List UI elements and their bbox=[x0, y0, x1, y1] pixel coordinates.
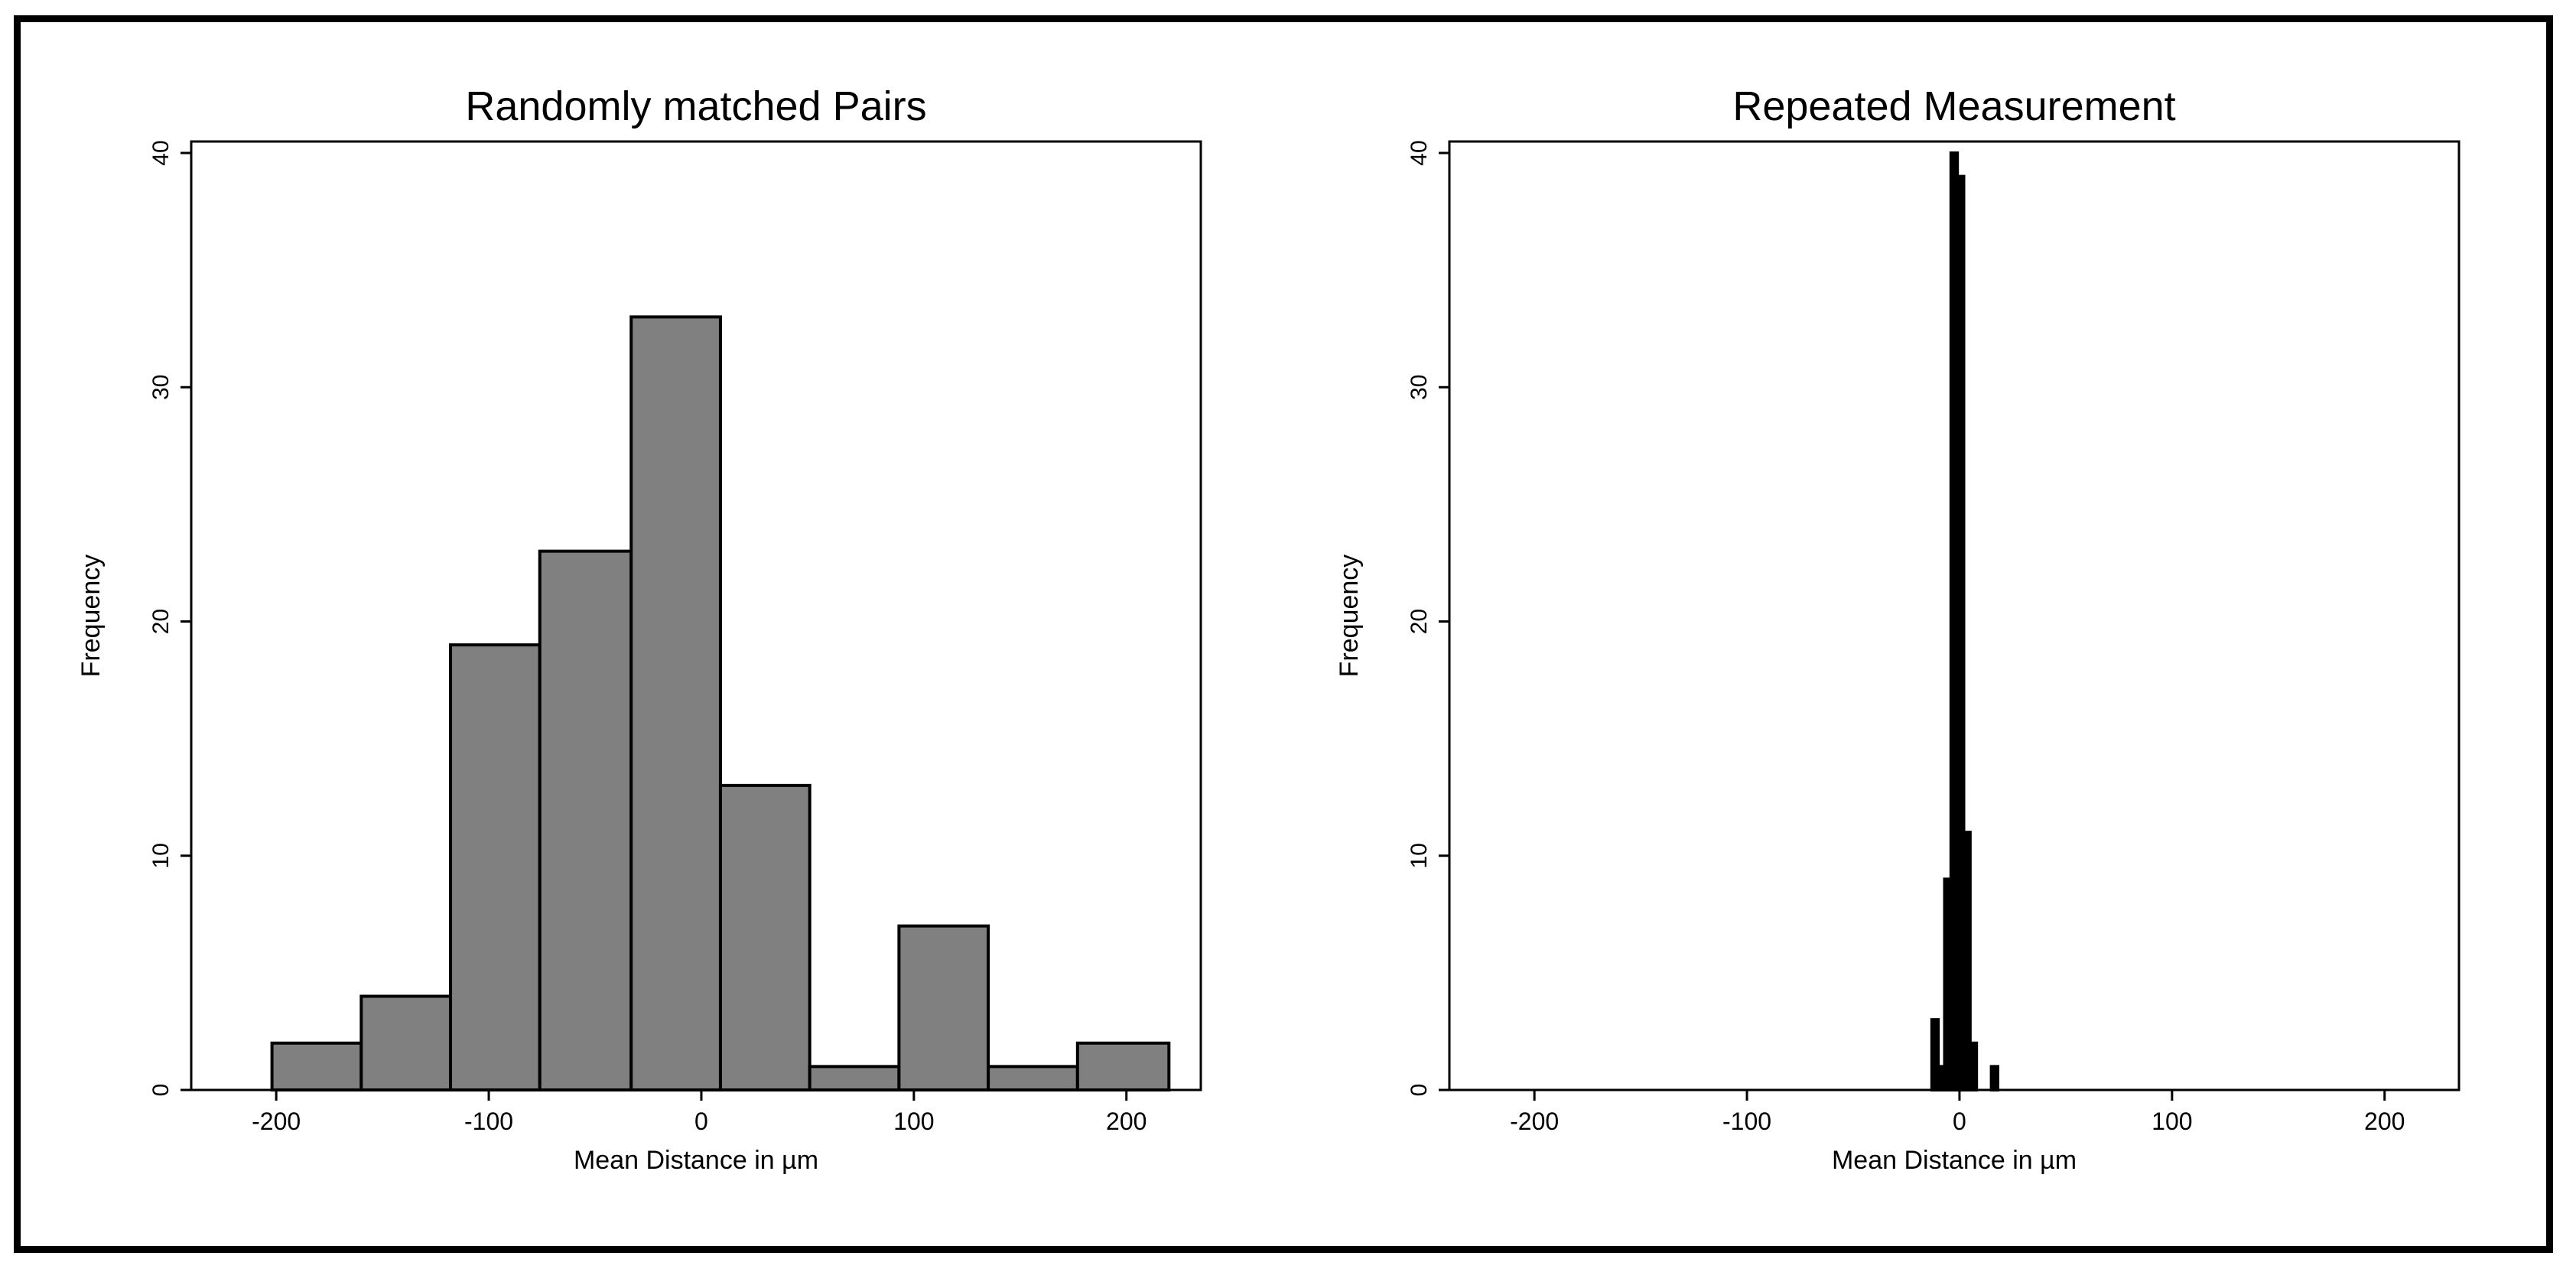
chart-1-y-tick-label: 20 bbox=[148, 609, 174, 634]
chart-1-x-tick-label: 100 bbox=[893, 1108, 934, 1135]
chart-2-bar bbox=[1968, 1041, 1979, 1091]
chart-1-bar bbox=[1075, 1041, 1171, 1091]
chart-2-x-axis-label: Mean Distance in µm bbox=[1832, 1146, 2077, 1175]
chart-2-x-tick-label: 200 bbox=[2364, 1108, 2405, 1135]
chart-1-title: Randomly matched Pairs bbox=[465, 83, 926, 129]
chart-1-bar bbox=[718, 783, 812, 1091]
chart-2-bar bbox=[1989, 1065, 1999, 1091]
chart-1-x-tick-label: 0 bbox=[694, 1108, 708, 1135]
chart-2-y-tick-label: 10 bbox=[1407, 843, 1432, 868]
chart-1-bar bbox=[538, 549, 633, 1091]
chart-1-x-axis-label: Mean Distance in µm bbox=[574, 1146, 818, 1175]
chart-2-bar bbox=[1930, 1018, 1940, 1091]
chart-1-x-tick-label: -200 bbox=[252, 1108, 301, 1135]
chart-1-bar bbox=[629, 315, 722, 1091]
chart-1-bar bbox=[270, 1041, 363, 1091]
chart-2-bar bbox=[1962, 831, 1972, 1091]
chart-1-bar bbox=[449, 643, 542, 1091]
chart-2-x-tick-label: 100 bbox=[2152, 1108, 2192, 1135]
chart-1-y-tick-label: 30 bbox=[148, 375, 174, 400]
chart-2-y-axis-label: Frequency bbox=[1335, 555, 1364, 678]
chart-2-title: Repeated Measurement bbox=[1732, 83, 2175, 129]
chart-1-x-tick-label: 200 bbox=[1106, 1108, 1147, 1135]
chart-2-y-tick-label: 20 bbox=[1407, 609, 1432, 634]
chart-1-bar bbox=[987, 1065, 1079, 1091]
chart-1-y-tick-label: 40 bbox=[148, 140, 174, 165]
chart-2-x-tick-label: -200 bbox=[1510, 1108, 1559, 1135]
chart-2-y-tick-label: 30 bbox=[1407, 375, 1432, 400]
chart-2-x-tick-label: -100 bbox=[1722, 1108, 1771, 1135]
chart-1-y-tick-label: 0 bbox=[148, 1084, 174, 1097]
chart-2-x-tick-label: 0 bbox=[1953, 1108, 1966, 1135]
chart-1-bar bbox=[359, 994, 453, 1091]
chart-1-x-tick-label: -100 bbox=[464, 1108, 513, 1135]
chart-2-y-tick-label: 40 bbox=[1407, 140, 1432, 165]
chart-1-bar bbox=[897, 924, 990, 1091]
chart-1-y-tick-label: 10 bbox=[148, 843, 174, 868]
chart-1-bar bbox=[808, 1065, 901, 1091]
chart-2-y-tick-label: 0 bbox=[1407, 1084, 1432, 1097]
chart-1-y-axis-label: Frequency bbox=[76, 555, 106, 678]
